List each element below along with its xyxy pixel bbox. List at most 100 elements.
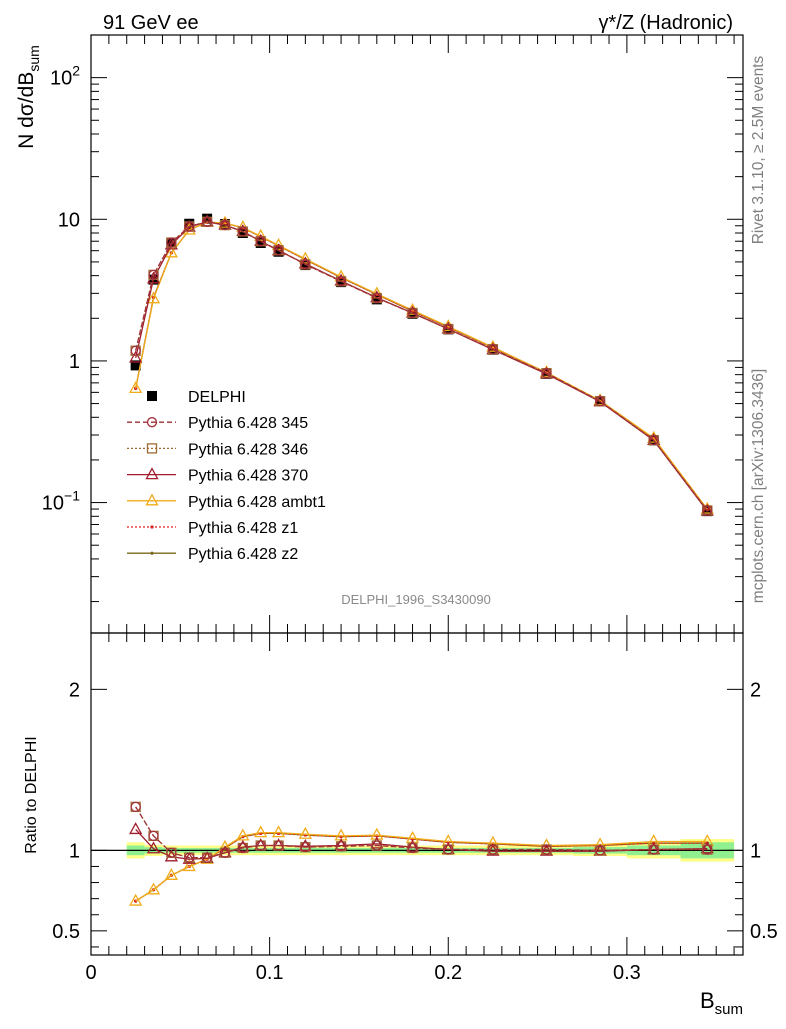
main-y-tick-label: 10	[58, 209, 80, 231]
data-point	[541, 367, 552, 379]
data-point	[237, 226, 248, 237]
data-point	[164, 237, 178, 250]
data-point	[255, 840, 266, 851]
data-point	[150, 525, 154, 529]
data-point	[254, 228, 268, 241]
data-point	[145, 493, 159, 506]
series-pythia-6-428-345	[130, 801, 713, 863]
legend-item: Pythia 6.428 345	[127, 415, 308, 432]
data-point	[486, 835, 500, 848]
data-point	[146, 417, 158, 428]
legend-item: Pythia 6.428 ambt1	[127, 493, 326, 511]
data-point	[273, 840, 284, 851]
data-point	[405, 839, 420, 852]
data-point	[147, 391, 157, 401]
data-point	[487, 844, 499, 855]
data-point	[201, 852, 213, 863]
data-point	[164, 867, 178, 880]
data-point	[166, 237, 177, 248]
data-point	[148, 830, 159, 842]
data-point	[702, 844, 713, 855]
legend-label: Pythia 6.428 345	[188, 415, 308, 432]
data-point	[541, 844, 552, 855]
series-pythia-6-428-345	[130, 216, 713, 516]
data-point	[148, 269, 159, 281]
data-point	[130, 801, 141, 813]
legend-label: Pythia 6.428 346	[188, 441, 308, 458]
data-point	[648, 434, 659, 446]
y-axis-title-main: N dσ/dBsum	[15, 45, 42, 149]
header-left: 91 GeV ee	[103, 12, 199, 34]
series-pythia-6-428-z2	[134, 831, 709, 903]
main-y-tick-label: 102	[50, 63, 80, 90]
legend-label: Pythia 6.428 z2	[188, 546, 298, 563]
data-point	[237, 842, 248, 854]
data-point	[166, 847, 177, 858]
legend-label: DELPHI	[188, 389, 246, 406]
data-point	[298, 251, 312, 264]
main-series-group	[129, 213, 714, 517]
data-point	[218, 215, 232, 228]
data-point	[443, 323, 454, 335]
main-y-tick-label: 1	[69, 351, 80, 373]
data-point	[334, 838, 348, 851]
data-point	[129, 381, 143, 394]
data-point	[218, 839, 232, 852]
data-point	[335, 276, 347, 287]
data-point	[129, 822, 143, 835]
ratio-series-group	[129, 801, 714, 906]
data-point	[129, 893, 143, 906]
ratio-axes: 0.5 0.5 1 1 2 2 0 0.1 0.2 0.3	[52, 632, 778, 984]
data-point	[201, 216, 213, 227]
legend-item: Pythia 6.428 346	[127, 441, 308, 458]
legend-label: Pythia 6.428 ambt1	[188, 494, 326, 511]
data-point	[336, 277, 347, 288]
data-point	[254, 825, 268, 838]
data-point	[146, 443, 158, 454]
data-point	[219, 847, 231, 858]
data-point	[271, 825, 286, 838]
data-point	[539, 365, 554, 378]
main-y-tick-label: 10−1	[42, 488, 80, 515]
series-pythia-6-428-z1	[134, 831, 709, 903]
ratio-y-tick-label: 1	[69, 840, 80, 862]
data-point	[371, 840, 382, 851]
series-line	[135, 221, 708, 511]
legend-item: DELPHI	[147, 389, 246, 406]
series-line	[135, 221, 708, 511]
ratio-y-tick-label: 0.5	[52, 921, 80, 943]
series-line	[135, 221, 708, 511]
data-point	[184, 852, 195, 863]
data-point	[145, 467, 159, 480]
data-point	[184, 221, 195, 232]
legend-item: Pythia 6.428 z1	[127, 520, 298, 537]
data-point	[236, 839, 250, 852]
data-point	[255, 236, 266, 247]
legend: DELPHI Pythia 6.428 345 Pythia 6.428 346 Py…	[127, 389, 326, 563]
data-point	[486, 339, 500, 352]
data-point	[594, 396, 606, 407]
data-point	[237, 228, 248, 239]
series-line	[135, 828, 708, 860]
x-tick-label: 0.2	[434, 962, 462, 984]
ratio-y-tick-label-right: 0.5	[750, 921, 778, 943]
svg-text:N dσ/dBsum: N dσ/dBsum	[15, 45, 42, 149]
data-point	[255, 238, 266, 249]
data-point	[648, 844, 659, 855]
data-point	[647, 430, 661, 443]
x-tick-label: 0.3	[613, 962, 641, 984]
series-line	[135, 831, 708, 902]
series-pythia-6-428-ambt1	[129, 825, 714, 906]
rivet-label: Rivet 3.1.10, ≥ 2.5M events	[750, 55, 767, 244]
data-point	[164, 245, 178, 258]
data-point	[298, 826, 312, 839]
data-point	[486, 843, 500, 856]
legend-label: Pythia 6.428 z1	[188, 520, 298, 537]
ratio-frame	[90, 632, 744, 956]
data-point	[146, 271, 161, 284]
data-point	[146, 291, 161, 304]
data-point	[702, 505, 713, 516]
data-point	[593, 837, 607, 850]
